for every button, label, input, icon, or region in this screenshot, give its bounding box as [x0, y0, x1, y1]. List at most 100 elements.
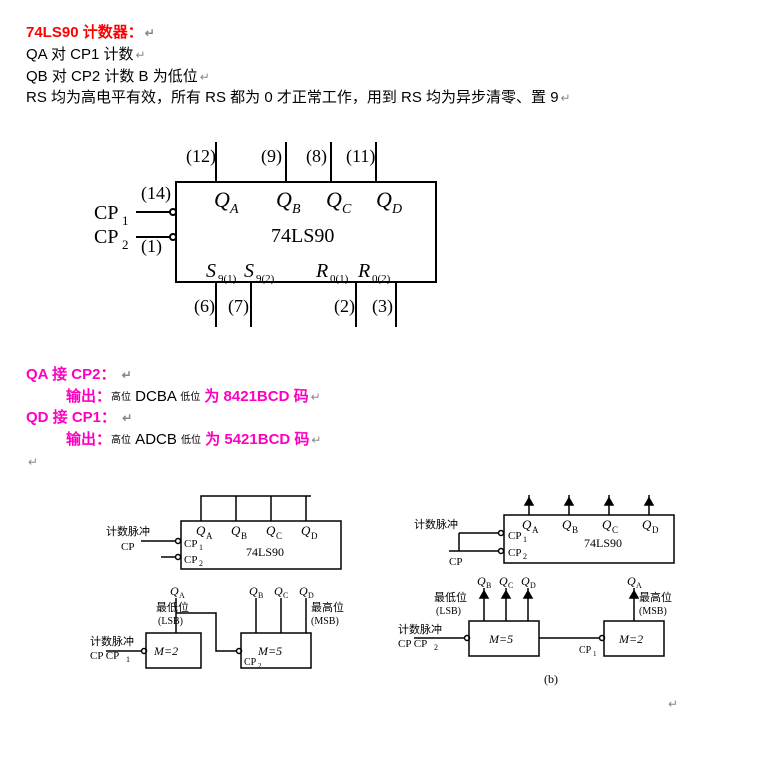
- bottom-diagrams: QA QB QC QD CP1 CP2 74LS90 计数脉冲 CP QA QB…: [86, 493, 750, 693]
- svg-text:M=5: M=5: [488, 632, 513, 646]
- svg-text:A: A: [179, 591, 185, 600]
- svg-text:A: A: [636, 581, 642, 590]
- svg-text:2: 2: [434, 643, 438, 652]
- line3: RS 均为高电平有效，所有 RS 都为 0 才正常工作，用到 RS 均为异步清零…: [26, 87, 750, 109]
- svg-text:(b): (b): [544, 672, 558, 686]
- svg-text:Q: Q: [299, 584, 308, 598]
- svg-text:(LSB): (LSB): [158, 616, 183, 627]
- svg-text:Q: Q: [326, 187, 342, 212]
- svg-text:A: A: [206, 531, 213, 541]
- svg-text:计数脉冲: 计数脉冲: [106, 524, 150, 538]
- svg-text:最低位: 最低位: [156, 600, 189, 614]
- svg-text:(MSB): (MSB): [311, 616, 339, 627]
- svg-text:B: B: [486, 581, 491, 590]
- svg-text:Q: Q: [249, 584, 258, 598]
- svg-text:计数脉冲: 计数脉冲: [414, 517, 458, 531]
- svg-text:2: 2: [199, 559, 203, 568]
- svg-text:M=5: M=5: [257, 644, 282, 658]
- svg-text:Q: Q: [170, 584, 179, 598]
- svg-text:(LSB): (LSB): [436, 606, 461, 617]
- svg-text:(12): (12): [186, 146, 216, 167]
- svg-text:Q: Q: [477, 574, 486, 588]
- svg-text:C: C: [342, 202, 352, 217]
- svg-text:Q: Q: [521, 574, 530, 588]
- svg-text:C: C: [276, 531, 282, 541]
- svg-text:(2): (2): [334, 296, 355, 317]
- svg-text:(MSB): (MSB): [639, 606, 667, 617]
- svg-text:CP: CP: [94, 226, 118, 248]
- svg-text:A: A: [229, 202, 239, 217]
- svg-text:B: B: [292, 202, 301, 217]
- svg-text:2: 2: [523, 552, 527, 561]
- svg-text:Q: Q: [266, 523, 276, 538]
- svg-text:(11): (11): [346, 146, 375, 167]
- svg-text:74LS90: 74LS90: [584, 536, 622, 550]
- svg-text:(7): (7): [228, 296, 249, 317]
- svg-text:1: 1: [122, 213, 129, 228]
- svg-text:2: 2: [258, 662, 262, 670]
- svg-text:M=2: M=2: [618, 632, 643, 646]
- qd-cp1-line: QD 接 CP1： ↵: [26, 407, 750, 429]
- svg-text:(14): (14): [141, 183, 171, 204]
- svg-text:Q: Q: [642, 517, 652, 532]
- svg-text:0(2): 0(2): [372, 273, 391, 285]
- svg-text:CP: CP: [184, 554, 197, 566]
- svg-text:Q: Q: [602, 517, 612, 532]
- svg-text:Q: Q: [562, 517, 572, 532]
- svg-text:(6): (6): [194, 296, 215, 317]
- svg-text:(9): (9): [261, 146, 282, 167]
- svg-text:Q: Q: [214, 187, 230, 212]
- svg-text:9(1): 9(1): [218, 273, 237, 285]
- svg-text:D: D: [391, 202, 402, 217]
- svg-text:CP CP: CP CP: [90, 650, 119, 662]
- svg-text:Q: Q: [522, 517, 532, 532]
- trailing-ret: ↵: [666, 693, 750, 715]
- svg-text:B: B: [572, 525, 578, 535]
- svg-text:Q: Q: [231, 523, 241, 538]
- svg-text:1: 1: [126, 655, 130, 664]
- svg-text:B: B: [241, 531, 247, 541]
- svg-text:Q: Q: [276, 187, 292, 212]
- svg-text:CP: CP: [449, 556, 462, 568]
- svg-text:A: A: [532, 525, 539, 535]
- svg-text:D: D: [652, 525, 659, 535]
- svg-text:最高位: 最高位: [311, 600, 344, 614]
- title: 74LS90 计数器：↵: [26, 22, 750, 44]
- svg-text:1: 1: [593, 650, 597, 658]
- svg-text:S: S: [206, 260, 216, 282]
- svg-text:74LS90: 74LS90: [246, 545, 284, 559]
- svg-text:CP: CP: [94, 202, 118, 224]
- svg-text:S: S: [244, 260, 254, 282]
- svg-text:CP: CP: [121, 541, 134, 553]
- svg-text:74LS90: 74LS90: [271, 225, 334, 247]
- svg-text:CP: CP: [508, 547, 521, 559]
- svg-text:Q: Q: [376, 187, 392, 212]
- svg-text:(1): (1): [141, 236, 162, 257]
- svg-text:Q: Q: [301, 523, 311, 538]
- qa-cp2-line: QA 接 CP2： ↵: [26, 364, 750, 386]
- svg-text:C: C: [612, 525, 618, 535]
- main-diagram: (12) (9) (8) (11) QA QB QC QD 74LS90 (14…: [86, 127, 750, 344]
- qd-cp1-output: 输出：高位 ADCB 低位 为 5421BCD 码↵: [26, 429, 750, 451]
- blank: ↵: [26, 451, 750, 473]
- svg-text:CP: CP: [184, 538, 197, 550]
- svg-text:计数脉冲: 计数脉冲: [90, 634, 134, 648]
- svg-text:Q: Q: [274, 584, 283, 598]
- svg-text:1: 1: [199, 543, 203, 552]
- svg-text:Q: Q: [196, 523, 206, 538]
- svg-text:计数脉冲: 计数脉冲: [398, 622, 442, 636]
- svg-text:CP: CP: [579, 645, 592, 656]
- svg-text:(3): (3): [372, 296, 393, 317]
- svg-text:Q: Q: [499, 574, 508, 588]
- svg-text:R: R: [357, 260, 370, 282]
- svg-text:1: 1: [523, 535, 527, 544]
- svg-text:D: D: [530, 581, 536, 590]
- svg-text:CP: CP: [508, 530, 521, 542]
- qa-cp2-output: 输出：高位 DCBA 低位 为 8421BCD 码↵: [26, 386, 750, 408]
- svg-text:Q: Q: [627, 574, 636, 588]
- svg-text:最低位: 最低位: [434, 590, 467, 604]
- svg-text:2: 2: [122, 237, 129, 252]
- svg-text:0(1): 0(1): [330, 273, 349, 285]
- svg-text:CP: CP: [244, 657, 257, 668]
- svg-text:(8): (8): [306, 146, 327, 167]
